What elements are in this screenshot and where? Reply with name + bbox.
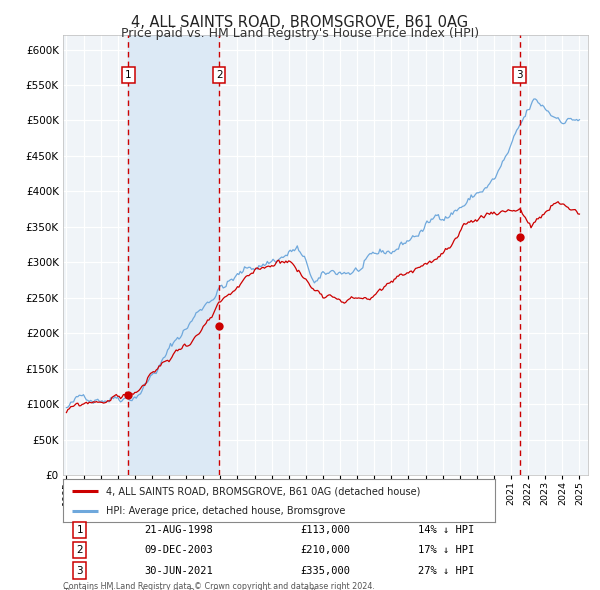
Text: 1: 1 <box>76 525 83 535</box>
Text: Price paid vs. HM Land Registry's House Price Index (HPI): Price paid vs. HM Land Registry's House … <box>121 27 479 40</box>
Text: 30-JUN-2021: 30-JUN-2021 <box>144 566 213 575</box>
Text: 09-DEC-2003: 09-DEC-2003 <box>144 545 213 555</box>
Bar <box>128 35 219 475</box>
Text: 2: 2 <box>216 70 223 80</box>
Text: Contains HM Land Registry data © Crown copyright and database right 2024.: Contains HM Land Registry data © Crown c… <box>63 582 375 590</box>
Text: 4, ALL SAINTS ROAD, BROMSGROVE, B61 0AG: 4, ALL SAINTS ROAD, BROMSGROVE, B61 0AG <box>131 15 469 30</box>
Text: This data is licensed under the Open Government Licence v3.0.: This data is licensed under the Open Gov… <box>63 588 319 590</box>
Text: 1: 1 <box>125 70 132 80</box>
Text: 14% ↓ HPI: 14% ↓ HPI <box>418 525 475 535</box>
Text: 3: 3 <box>76 566 83 575</box>
Text: £210,000: £210,000 <box>301 545 350 555</box>
Text: £113,000: £113,000 <box>301 525 350 535</box>
Text: £335,000: £335,000 <box>301 566 350 575</box>
Text: 21-AUG-1998: 21-AUG-1998 <box>144 525 213 535</box>
Text: 3: 3 <box>516 70 523 80</box>
Text: 17% ↓ HPI: 17% ↓ HPI <box>418 545 475 555</box>
Text: HPI: Average price, detached house, Bromsgrove: HPI: Average price, detached house, Brom… <box>106 506 346 516</box>
Text: 4, ALL SAINTS ROAD, BROMSGROVE, B61 0AG (detached house): 4, ALL SAINTS ROAD, BROMSGROVE, B61 0AG … <box>106 486 421 496</box>
Text: 2: 2 <box>76 545 83 555</box>
Text: 27% ↓ HPI: 27% ↓ HPI <box>418 566 475 575</box>
